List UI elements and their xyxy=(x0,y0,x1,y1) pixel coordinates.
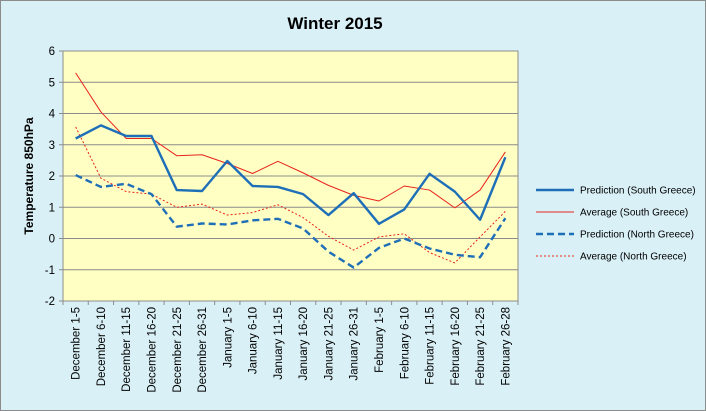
y-tick-label: 0 xyxy=(49,234,55,246)
x-tick-label: December 26-31 xyxy=(197,307,209,393)
y-tick-label: 1 xyxy=(49,202,55,214)
series-line-1 xyxy=(75,72,506,209)
series-line-2 xyxy=(75,173,507,269)
y-tick-label: 3 xyxy=(49,140,55,152)
y-tick-label: -2 xyxy=(45,296,55,308)
series-line-0 xyxy=(75,124,507,226)
x-tick-label: December 11-15 xyxy=(121,307,133,392)
x-tick-label: February 11-15 xyxy=(425,307,437,385)
y-tick-label: 6 xyxy=(49,46,55,58)
grid-layer xyxy=(63,81,518,271)
y-axis-ticks: -2 -1 0 1 2 3 4 5 6 xyxy=(45,46,63,308)
x-tick-label: January 26-31 xyxy=(349,307,361,381)
legend-label-1: Average (South Greece) xyxy=(580,208,688,219)
x-tick-label: January 11-15 xyxy=(273,307,285,380)
y-tick-label: 5 xyxy=(49,77,55,89)
y-tick-label: -1 xyxy=(45,265,55,277)
legend-label-2: Prediction (North Greece) xyxy=(580,230,694,241)
x-tick-label: January 1-5 xyxy=(222,307,234,368)
legend-label-0: Prediction (South Greece) xyxy=(580,186,696,197)
chart-title: Winter 2015 xyxy=(287,14,382,33)
legend xyxy=(527,179,701,267)
x-tick-label: December 21-25 xyxy=(172,307,184,393)
y-axis-label: Temperature 850hPa xyxy=(22,117,36,234)
x-tick-label: February 26-28 xyxy=(500,307,512,386)
x-tick-label: December 1-5 xyxy=(71,307,83,380)
x-tick-label: February 16-20 xyxy=(450,307,462,386)
x-axis-ticks: December 1-5 December 6-10 December 11-15 D… xyxy=(62,301,519,393)
x-tick-label: December 6-10 xyxy=(96,307,108,386)
x-tick-label: December 16-20 xyxy=(146,307,158,393)
x-tick-label: January 6-10 xyxy=(248,307,260,374)
legend-entries: Prediction (South Greece) Average (South … xyxy=(536,186,696,263)
x-tick-label: February 21-25 xyxy=(475,307,487,386)
x-tick-label: February 1-5 xyxy=(374,307,386,373)
y-tick-label: 2 xyxy=(49,171,55,183)
x-tick-label: February 6-10 xyxy=(399,307,411,379)
x-tick-label: January 21-25 xyxy=(323,307,335,381)
y-tick-label: 4 xyxy=(49,109,56,121)
legend-label-3: Average (North Greece) xyxy=(580,252,687,263)
series-layer xyxy=(75,72,507,269)
x-tick-label: January 16-20 xyxy=(298,307,310,381)
